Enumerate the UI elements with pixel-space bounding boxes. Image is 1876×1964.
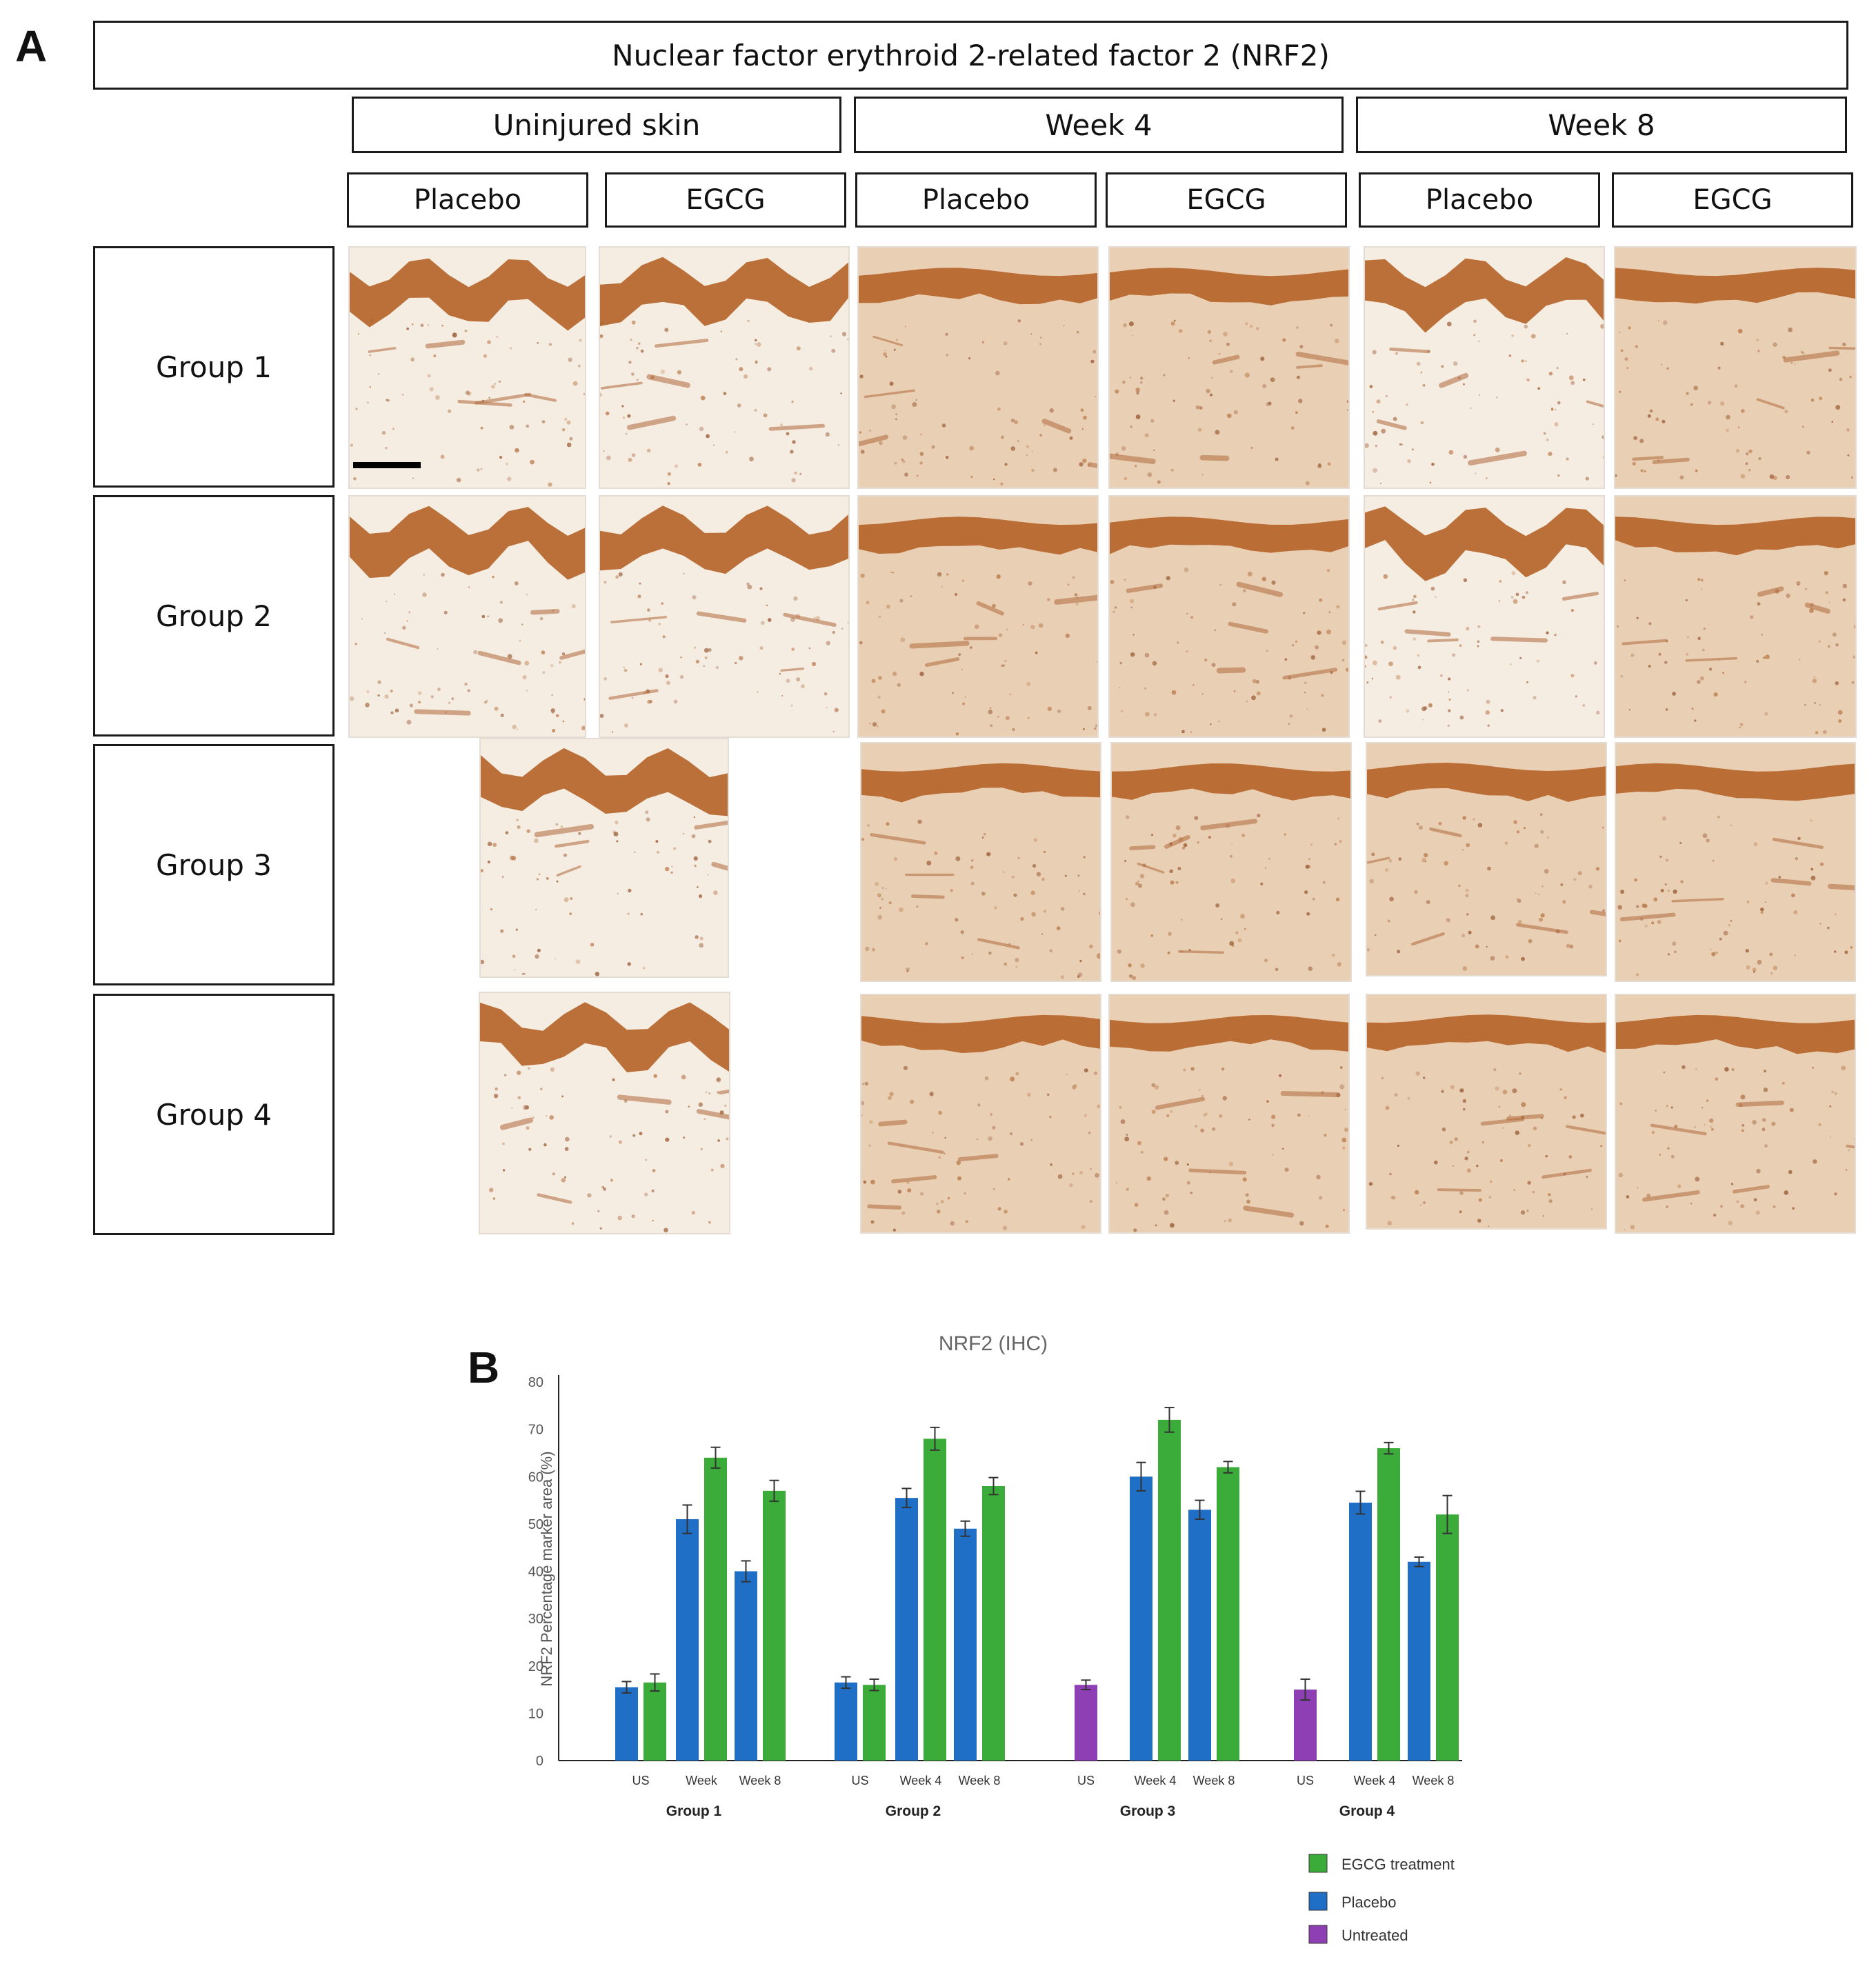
bar [1436,1514,1459,1761]
treatment-week4-egcg: EGCG [1106,172,1347,228]
group-4-label: Group 4 [93,994,335,1235]
bar [676,1519,699,1761]
micrograph-tile [1108,495,1350,738]
micrograph-tile [599,246,850,489]
micrograph-tile [860,742,1101,982]
scale-bar [353,462,421,468]
micrograph-tile [599,495,850,738]
bar [1158,1419,1181,1761]
bar [924,1439,946,1761]
y-tick-label: 0 [536,1754,543,1769]
legend-swatch [1308,1892,1328,1911]
group-label: Group 4 [1339,1803,1395,1819]
legend-entry: Placebo [1341,1894,1397,1911]
phase-week-8: Week 8 [1356,97,1847,153]
x-tick-label: US [851,1774,868,1787]
y-tick-label: 60 [528,1470,543,1485]
x-tick-label: Week 8 [739,1774,781,1787]
bar [1075,1685,1097,1761]
bar [1294,1690,1317,1761]
bar [735,1571,757,1761]
treatment-uninjured-placebo: Placebo [347,172,588,228]
x-tick-label: US [1077,1774,1095,1787]
x-tick-label: US [1297,1774,1314,1787]
micrograph-tile [1110,742,1352,982]
group-2-label: Group 2 [93,495,335,736]
y-tick-label: 30 [528,1612,543,1627]
legend-swatch [1308,1854,1328,1873]
bar [763,1490,786,1761]
y-tick-label: 50 [528,1517,543,1532]
y-tick-label: 70 [528,1423,543,1438]
micrograph-tile [860,994,1101,1234]
bar [895,1498,918,1761]
treatment-week8-placebo: Placebo [1359,172,1600,228]
x-tick-label: Week 4 [900,1774,942,1787]
micrograph-tile [1366,994,1607,1230]
group-label: Group 3 [1120,1803,1176,1819]
chart-title: NRF2 (IHC) [939,1332,1048,1355]
micrograph-tile [1615,742,1856,982]
bar [954,1528,977,1761]
legend-entry: Untreated [1341,1927,1408,1944]
x-tick-label: Week 8 [1193,1774,1235,1787]
x-tick-label: Week 4 [1354,1774,1396,1787]
micrograph-tile [348,246,586,489]
x-tick-label: Week 8 [1413,1774,1455,1787]
bar [835,1682,857,1761]
y-tick-label: 10 [528,1706,543,1721]
micrograph-tile [1108,246,1350,489]
bar [863,1685,886,1761]
x-tick-label: Week 8 [959,1774,1001,1787]
bar [1188,1510,1211,1761]
phase-week-4: Week 4 [854,97,1344,153]
micrograph-tile [1614,246,1857,489]
micrograph-tile [348,495,586,738]
bar [643,1682,666,1761]
bar [1349,1502,1372,1761]
group-3-label: Group 3 [93,744,335,985]
bar [1408,1561,1430,1761]
micrograph-tile [1614,495,1857,738]
bar [615,1687,638,1761]
panel-a-label: A [15,21,48,71]
bar [982,1485,1005,1761]
y-axis-label: NRF2 Percentage marker area (%) [538,1451,555,1686]
group-1-label: Group 1 [93,246,335,488]
micrograph-tile [1615,994,1856,1234]
micrograph-tile [479,738,729,978]
treatment-week8-egcg: EGCG [1612,172,1853,228]
group-label: Group 1 [666,1803,722,1819]
y-tick-label: 80 [528,1375,543,1390]
micrograph-tile [857,495,1099,738]
micrograph-tile [479,992,730,1234]
panel-b-label: B [468,1343,500,1392]
main-title: Nuclear factor erythroid 2-related facto… [93,21,1848,90]
legend-swatch [1308,1925,1328,1944]
x-tick-label: Week 4 [1135,1774,1177,1787]
bar [704,1457,727,1761]
group-label: Group 2 [886,1803,941,1819]
micrograph-tile [857,246,1099,489]
micrograph-tile [1108,994,1350,1234]
treatment-week4-placebo: Placebo [855,172,1097,228]
x-tick-label: US [632,1774,649,1787]
y-tick-label: 40 [528,1565,543,1580]
bar [1130,1476,1152,1761]
bar [1377,1448,1400,1761]
micrograph-tile [1364,495,1605,738]
micrograph-tile [1366,742,1607,976]
micrograph-tile [1364,246,1605,489]
phase-uninjured-skin: Uninjured skin [352,97,841,153]
y-tick-label: 20 [528,1659,543,1674]
bar [1217,1467,1239,1761]
x-tick-label: Week [686,1774,718,1787]
treatment-uninjured-egcg: EGCG [605,172,846,228]
legend-entry: EGCG treatment [1341,1856,1455,1873]
